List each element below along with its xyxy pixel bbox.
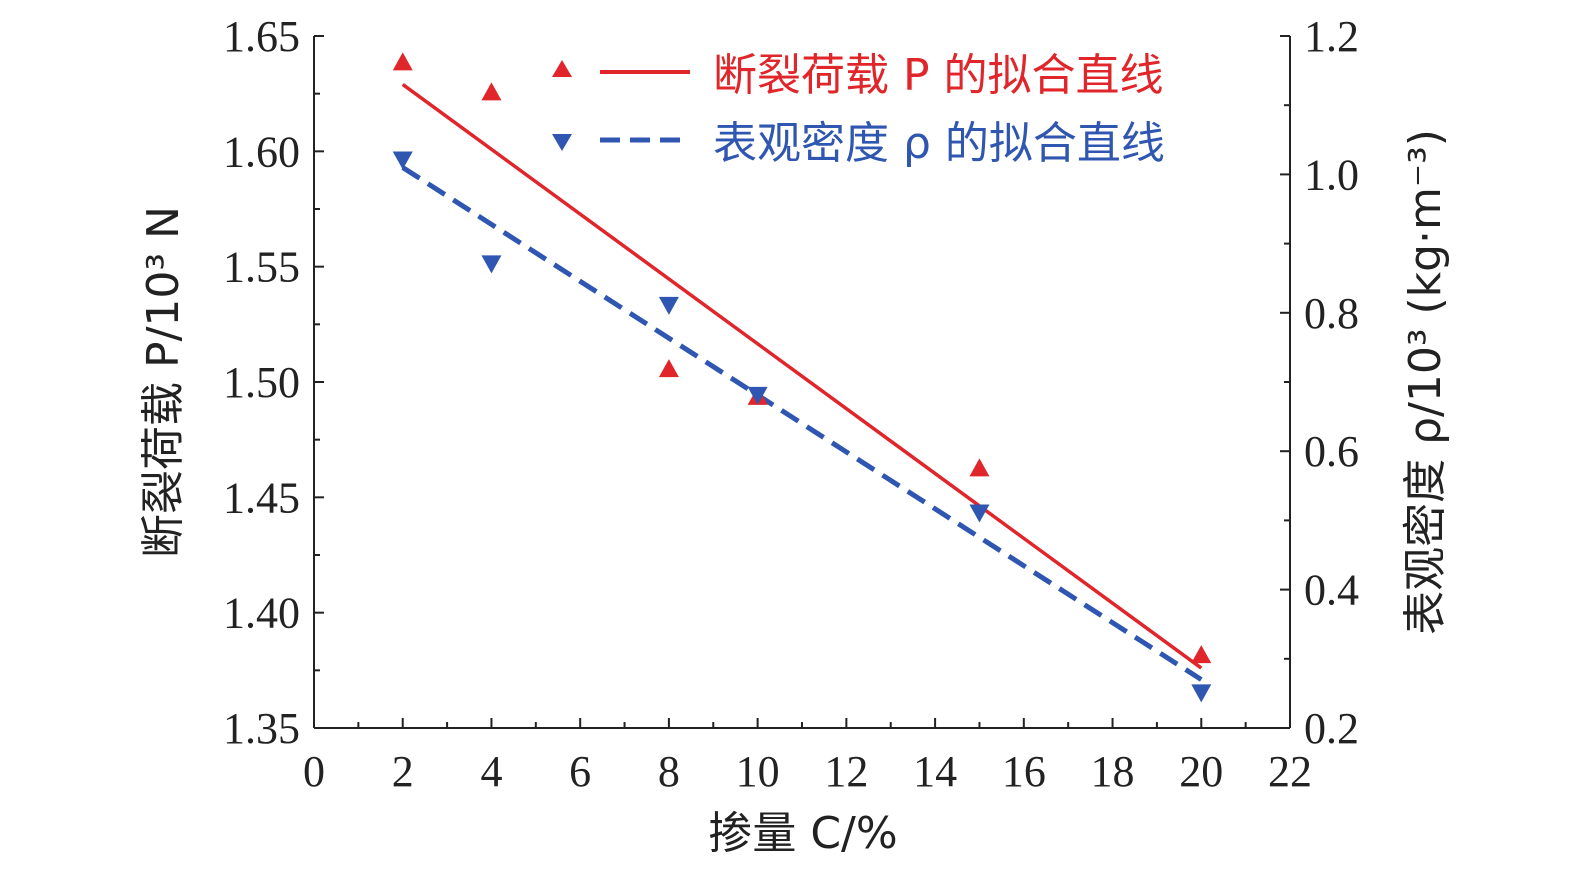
load-fit-line bbox=[401, 83, 1203, 670]
legend-item-density: 表观密度 ρ 的拟合直线 bbox=[552, 118, 1165, 169]
legend-label-density: 表观密度 ρ 的拟合直线 bbox=[713, 118, 1165, 169]
density-data-point bbox=[481, 255, 502, 274]
load-data-point bbox=[481, 82, 502, 101]
left-y-tick-label: 1.45 bbox=[223, 473, 300, 522]
data-points bbox=[392, 52, 1212, 703]
x-tick-label: 16 bbox=[1002, 747, 1046, 796]
legend-label-load: 断裂荷载 P 的拟合直线 bbox=[713, 50, 1164, 101]
x-tick-label: 10 bbox=[736, 747, 780, 796]
x-tick-label: 18 bbox=[1091, 747, 1135, 796]
density-fit-line bbox=[401, 165, 1203, 682]
left-y-tick-label: 1.50 bbox=[223, 358, 300, 407]
left-y-tick-label: 1.40 bbox=[223, 589, 300, 638]
density-data-point bbox=[1191, 684, 1212, 703]
density-data-point bbox=[747, 386, 768, 405]
right-y-tick-label: 1.2 bbox=[1304, 12, 1359, 61]
right-y-tick-label: 0.4 bbox=[1304, 566, 1359, 615]
load-data-point bbox=[658, 359, 679, 378]
x-tick-label: 14 bbox=[913, 747, 957, 796]
fit-lines bbox=[401, 83, 1203, 682]
x-tick-label: 2 bbox=[392, 747, 414, 796]
density-data-point bbox=[392, 151, 413, 170]
right-y-tick-label: 0.6 bbox=[1304, 427, 1359, 476]
left-y-tick-label: 1.60 bbox=[223, 127, 300, 176]
x-tick-label: 6 bbox=[569, 747, 591, 796]
right-y-tick-label: 0.8 bbox=[1304, 289, 1359, 338]
left-y-axis-title: 断裂荷载 P/10³ N bbox=[138, 206, 189, 558]
legend: 断裂荷载 P 的拟合直线 表观密度 ρ 的拟合直线 bbox=[552, 50, 1165, 169]
load-data-point bbox=[969, 458, 990, 477]
left-y-axis-ticks: 1.35 1.40 1.45 1.50 1.55 1.60 1.65 bbox=[223, 12, 324, 753]
right-y-axis-title: 表观密度 ρ/10³ (kg·m⁻³) bbox=[1400, 129, 1451, 635]
density-data-point bbox=[969, 504, 990, 523]
load-data-point bbox=[1191, 645, 1212, 664]
density-data-point bbox=[658, 296, 679, 315]
legend-marker-triangle-up bbox=[552, 60, 572, 77]
left-y-tick-label: 1.55 bbox=[223, 243, 300, 292]
right-y-tick-label: 1.0 bbox=[1304, 150, 1359, 199]
left-y-tick-label: 1.65 bbox=[223, 12, 300, 61]
x-tick-label: 22 bbox=[1268, 747, 1312, 796]
left-y-tick-label: 1.35 bbox=[223, 704, 300, 753]
x-tick-label: 12 bbox=[824, 747, 868, 796]
legend-item-load: 断裂荷载 P 的拟合直线 bbox=[552, 50, 1164, 101]
x-tick-label: 20 bbox=[1179, 747, 1223, 796]
x-tick-label: 0 bbox=[303, 747, 325, 796]
right-y-tick-label: 0.2 bbox=[1304, 704, 1359, 753]
legend-marker-triangle-down bbox=[552, 134, 572, 151]
load-data-point bbox=[392, 52, 413, 71]
right-y-axis-ticks: 0.2 0.4 0.6 0.8 1.0 1.2 bbox=[1280, 12, 1359, 753]
x-axis-title: 掺量 C/% bbox=[708, 808, 897, 859]
x-tick-label: 8 bbox=[658, 747, 680, 796]
x-axis-ticks: 0 2 4 6 8 10 12 14 16 18 20 22 bbox=[303, 718, 1312, 796]
x-tick-label: 4 bbox=[480, 747, 502, 796]
